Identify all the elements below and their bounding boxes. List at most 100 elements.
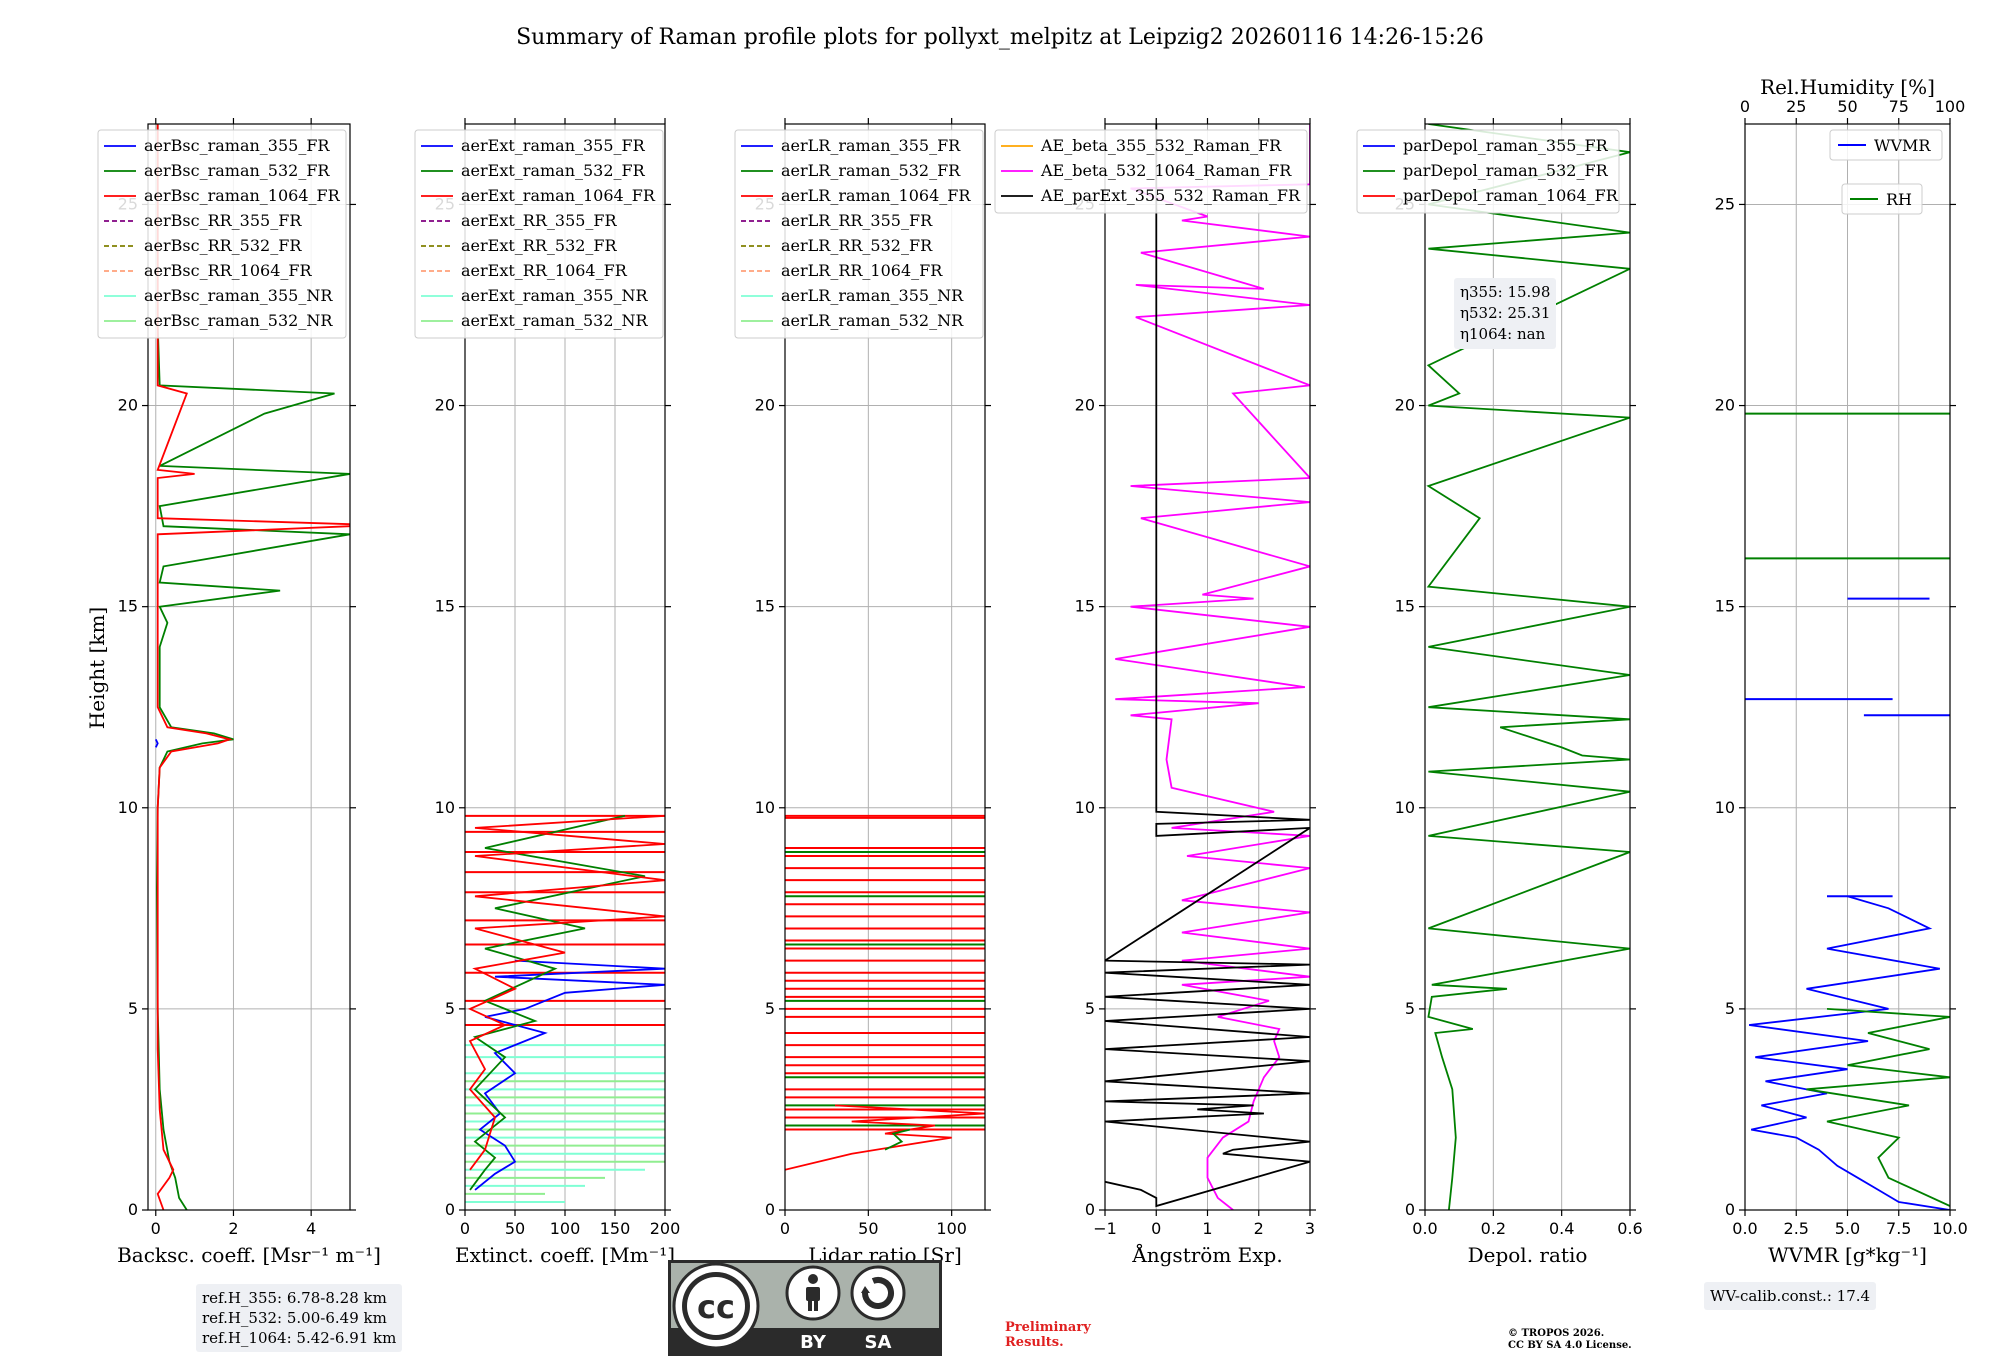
x-tick-label: 7.5 <box>1886 1219 1911 1238</box>
copyright-note: © TROPOS 2026. CC BY SA 4.0 License. <box>1508 1328 1632 1352</box>
y-tick-label: 20 <box>435 396 455 415</box>
legend-box <box>1829 129 1943 161</box>
series-aerBsc_raman_1064_FR <box>156 124 350 1210</box>
y-tick-label: 5 <box>1725 999 1735 1018</box>
legend-label: aerBsc_raman_355_FR <box>144 136 330 155</box>
plot-area <box>785 814 985 1171</box>
legend: parDepol_raman_355_FR parDepol_raman_532_… <box>1356 129 1620 214</box>
legend-label: aerLR_raman_532_FR <box>781 161 961 180</box>
y-tick-label: 0 <box>128 1200 138 1219</box>
x-axis-label: Depol. ratio <box>1468 1243 1588 1267</box>
x-axis-label: Extinct. coeff. [Mm⁻¹] <box>455 1243 675 1267</box>
preliminary-line-1: Preliminary <box>1005 1320 1091 1335</box>
series-aerBsc_raman_355_FR <box>154 739 159 748</box>
series-parDepol_raman_532_FR <box>1426 124 1630 1210</box>
legend-label: aerBsc_RR_355_FR <box>144 211 302 230</box>
panel-1: 0240510152025Backsc. coeff. [Msr⁻¹ m⁻¹]a… <box>97 118 381 1267</box>
legend-label: RH <box>1886 190 1912 209</box>
y-tick-label: 0 <box>765 1200 775 1219</box>
legend-label: aerExt_raman_355_NR <box>461 286 649 305</box>
legend-box <box>1356 129 1620 214</box>
series-aerLR_raman_532_FR <box>884 1128 911 1151</box>
depol-eta-box: η355: 15.98 η532: 25.31 η1064: nan <box>1454 278 1557 349</box>
legend-box <box>994 129 1308 214</box>
top-x-axis-label: Rel.Humidity [%] <box>1760 75 1935 99</box>
y-tick-label: 0 <box>445 1200 455 1219</box>
legend: aerExt_raman_355_FR aerExt_raman_532_FRae… <box>414 129 664 339</box>
y-tick-label: 10 <box>755 798 775 817</box>
y-tick-label: 10 <box>1715 798 1735 817</box>
x-tick-label: 2.5 <box>1784 1219 1809 1238</box>
legend-label: AE_beta_355_532_Raman_FR <box>1040 136 1282 155</box>
legend-label: aerBsc_RR_532_FR <box>144 236 302 255</box>
legend-label: aerBsc_RR_1064_FR <box>144 261 313 280</box>
y-tick-label: 10 <box>118 798 138 817</box>
panel-2: 0501001502000510152025Extinct. coeff. [M… <box>414 118 680 1267</box>
legend-label: parDepol_raman_1064_FR <box>1403 186 1619 205</box>
y-axis-label: Height [km] <box>85 607 109 729</box>
x-tick-label: 0.2 <box>1481 1219 1506 1238</box>
legend-label: AE_parExt_355_532_Raman_FR <box>1040 186 1301 205</box>
x-tick-label: 100 <box>550 1219 581 1238</box>
legend-label: aerLR_RR_1064_FR <box>781 261 943 280</box>
series-AE_parExt_355_532_Raman_FR <box>1105 124 1310 1208</box>
x-tick-label: 10.0 <box>1932 1219 1968 1238</box>
y-tick-label: 15 <box>1395 597 1415 616</box>
cc-badge-label: cc <box>697 1288 735 1326</box>
eta-532: η532: 25.31 <box>1460 304 1551 322</box>
legend-label: aerLR_raman_1064_FR <box>781 186 971 205</box>
y-tick-label: 5 <box>1405 999 1415 1018</box>
ref-height-355: ref.H_355: 6.78-8.28 km <box>202 1289 387 1307</box>
legend-label: aerExt_raman_532_FR <box>461 161 646 180</box>
legend-label: aerExt_RR_1064_FR <box>461 261 628 280</box>
series-AE_beta_532_1064_Raman_FR <box>1115 124 1310 1210</box>
y-tick-label: 5 <box>1085 999 1095 1018</box>
legend: aerLR_raman_355_FR aerLR_raman_532_FR aerL… <box>734 129 984 339</box>
y-tick-label: 15 <box>435 597 455 616</box>
x-tick-label: 0 <box>1151 1219 1161 1238</box>
x-tick-label: 50 <box>858 1219 878 1238</box>
legend-label: aerLR_RR_355_FR <box>781 211 933 230</box>
legend-WVMR: WVMR <box>1829 129 1943 161</box>
reference-heights-box: ref.H_355: 6.78-8.28 km ref.H_532: 5.00-… <box>196 1284 403 1352</box>
y-tick-label: 20 <box>755 396 775 415</box>
series-aerExt_raman_355_FR <box>474 959 665 1191</box>
x-tick-label: 0 <box>460 1219 470 1238</box>
y-tick-label: 0 <box>1725 1200 1735 1219</box>
x-tick-label: 0.4 <box>1549 1219 1574 1238</box>
y-tick-label: 20 <box>1075 396 1095 415</box>
y-tick-label: 10 <box>1075 798 1095 817</box>
y-tick-label: 15 <box>1715 597 1735 616</box>
y-tick-label: 15 <box>1075 597 1095 616</box>
x-tick-label: 150 <box>600 1219 631 1238</box>
legend-box <box>734 129 984 339</box>
legend-label: parDepol_raman_355_FR <box>1403 136 1609 155</box>
legend-label: aerBsc_raman_532_NR <box>144 311 333 330</box>
x-tick-label: 4 <box>306 1219 316 1238</box>
legend-label: aerBsc_raman_355_NR <box>144 286 333 305</box>
y-tick-label: 20 <box>1395 396 1415 415</box>
y-tick-label: 10 <box>1395 798 1415 817</box>
ref-height-532: ref.H_532: 5.00-6.49 km <box>202 1309 387 1327</box>
legend-label: aerLR_raman_355_FR <box>781 136 961 155</box>
x-tick-label: 3 <box>1305 1219 1315 1238</box>
series-aerExt_raman_532_FR <box>469 814 646 1191</box>
legend-label: aerExt_raman_355_FR <box>461 136 646 155</box>
x-tick-label: 2 <box>1254 1219 1264 1238</box>
x-tick-label: 100 <box>936 1219 967 1238</box>
y-tick-label: 20 <box>118 396 138 415</box>
y-tick-label: 10 <box>435 798 455 817</box>
x-tick-label: 0.0 <box>1412 1219 1437 1238</box>
legend-label: aerExt_RR_355_FR <box>461 211 618 230</box>
copyright-line-1: © TROPOS 2026. <box>1508 1328 1605 1339</box>
top-x-tick-label: 0 <box>1740 97 1750 116</box>
y-tick-label: 25 <box>1715 194 1735 213</box>
legend-label: aerBsc_raman_532_FR <box>144 161 330 180</box>
legend-label: aerLR_raman_355_NR <box>781 286 964 305</box>
cc-badge-sa: SA <box>865 1332 892 1353</box>
x-tick-label: 1 <box>1202 1219 1212 1238</box>
legend-label: aerLR_raman_532_NR <box>781 311 964 330</box>
plot-area <box>1426 124 1630 1210</box>
y-tick-label: 20 <box>1715 396 1735 415</box>
